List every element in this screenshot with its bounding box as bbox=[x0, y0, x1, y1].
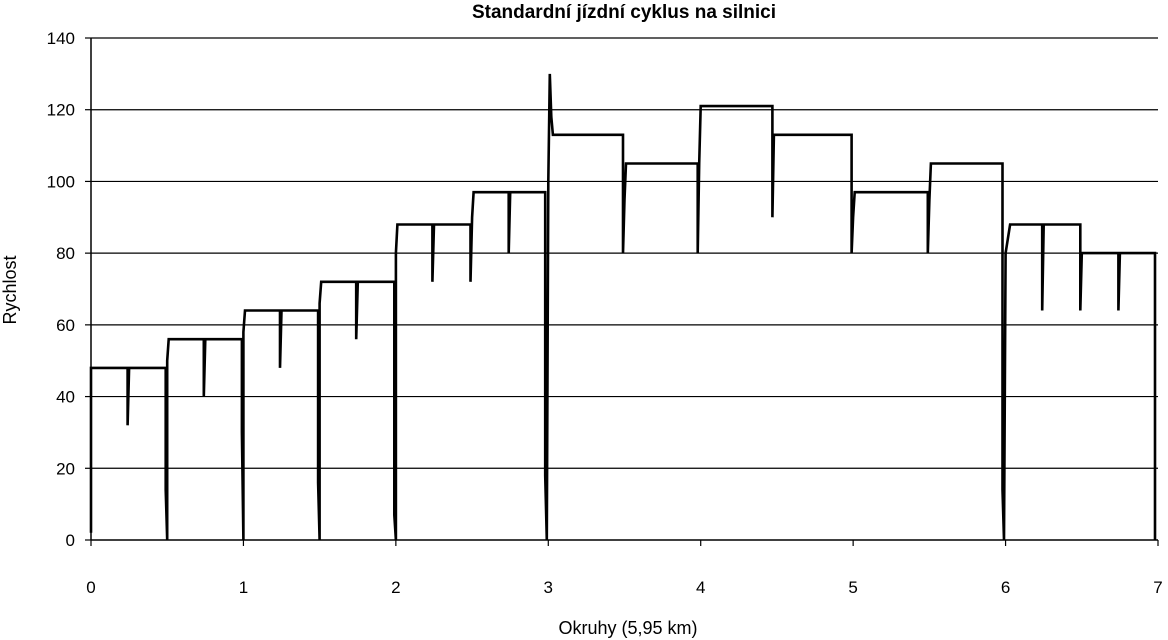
axes bbox=[85, 37, 1159, 546]
chart-title: Standardní jízdní cyklus na silnici bbox=[472, 2, 776, 23]
x-tick-label: 0 bbox=[86, 578, 95, 597]
x-tick-label: 1 bbox=[239, 578, 248, 597]
x-tick-label: 5 bbox=[848, 578, 857, 597]
x-axis-label: Okruhy (5,95 km) bbox=[558, 618, 697, 638]
y-tick-label: 0 bbox=[66, 531, 75, 550]
x-tick-labels: 0 1 2 3 4 5 6 7 bbox=[86, 578, 1162, 597]
y-tick-label: 80 bbox=[56, 244, 75, 263]
y-axis-label: Rychlost bbox=[0, 255, 20, 324]
series bbox=[89, 73, 1157, 541]
y-tick-labels: 0 20 40 60 80 100 120 140 bbox=[47, 29, 75, 550]
x-tick-label: 6 bbox=[1001, 578, 1010, 597]
x-tick-label: 7 bbox=[1153, 578, 1162, 597]
y-tick-label: 60 bbox=[56, 316, 75, 335]
x-tick-label: 4 bbox=[696, 578, 705, 597]
x-tick-label: 2 bbox=[391, 578, 400, 597]
y-tick-label: 140 bbox=[47, 29, 75, 48]
y-tick-label: 40 bbox=[56, 388, 75, 407]
y-tick-label: 100 bbox=[47, 172, 75, 191]
x-tick-label: 3 bbox=[544, 578, 553, 597]
y-tick-label: 20 bbox=[56, 459, 75, 478]
series-line-1 bbox=[89, 73, 1157, 541]
y-tick-label: 120 bbox=[47, 101, 75, 120]
grid bbox=[91, 37, 1158, 469]
